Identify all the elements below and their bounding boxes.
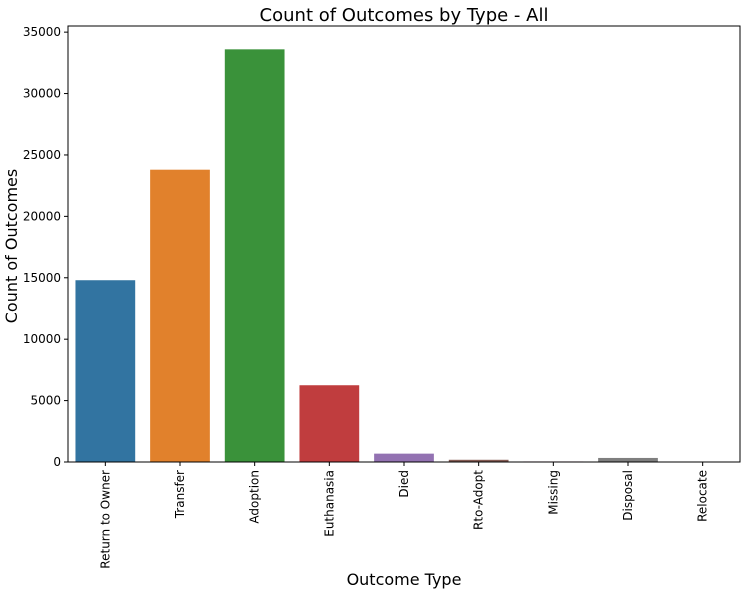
plot-area: 0 5000 10000 15000 20000 25000 30000 35000 Retur… [23, 25, 741, 569]
bar-transfer [150, 169, 210, 462]
x-tick-label: Adoption [248, 470, 262, 524]
y-tick-label: 30000 [23, 87, 61, 101]
x-tick-label: Return to Owner [98, 470, 112, 569]
bar-rto-adopt [448, 459, 509, 462]
bar-euthanasia [299, 385, 360, 462]
y-tick-label: 0 [53, 455, 61, 469]
y-tick-label: 15000 [23, 271, 61, 285]
x-tick-label: Disposal [621, 470, 635, 521]
y-tick-label: 20000 [23, 209, 61, 223]
x-axis-title: Outcome Type [347, 570, 462, 589]
x-tick-label: Rto-Adopt [472, 470, 486, 530]
bar-adoption [224, 49, 285, 463]
y-tick-label: 25000 [23, 148, 61, 162]
x-tick-label: Relocate [696, 470, 710, 522]
bar-return-to-owner [75, 280, 136, 462]
y-tick-label: 10000 [23, 332, 61, 346]
bar-died [374, 453, 434, 462]
y-axis-title: Count of Outcomes [2, 169, 21, 323]
plot-frame [67, 25, 741, 463]
x-tick-label: Died [397, 470, 411, 498]
chart-title: Count of Outcomes by Type - All [260, 5, 549, 26]
x-tick-label: Transfer [173, 470, 187, 519]
bar-disposal [598, 457, 658, 462]
y-tick-label: 5000 [30, 394, 61, 408]
y-tick-label: 35000 [23, 25, 61, 39]
x-tick-label: Euthanasia [322, 470, 336, 537]
x-tick-label: Missing [546, 470, 560, 515]
